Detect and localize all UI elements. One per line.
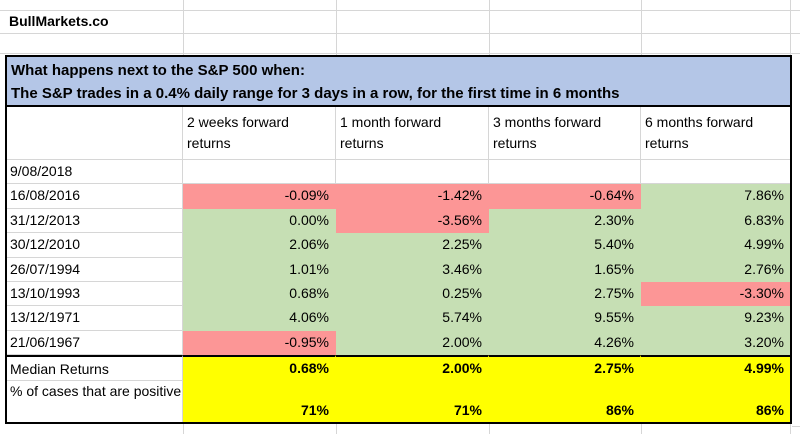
- return-cell[interactable]: 1.65%: [489, 257, 641, 282]
- return-cell[interactable]: 0.68%: [183, 281, 336, 307]
- gridline: [336, 424, 337, 434]
- return-cell[interactable]: 2.76%: [641, 257, 790, 282]
- gridline: [489, 0, 490, 55]
- return-cell[interactable]: [336, 160, 489, 185]
- return-cell[interactable]: -3.56%: [336, 208, 489, 234]
- return-cell[interactable]: 5.74%: [336, 306, 489, 331]
- return-cell[interactable]: -0.09%: [183, 184, 336, 209]
- pct-positive-value-cell[interactable]: 86%: [489, 381, 641, 422]
- return-cell[interactable]: 2.30%: [489, 208, 641, 234]
- return-cell[interactable]: 5.40%: [489, 233, 641, 258]
- return-cell[interactable]: [641, 160, 790, 185]
- gridline: [792, 426, 800, 427]
- date-cell[interactable]: 21/06/1967: [7, 330, 183, 355]
- date-cell[interactable]: 31/12/2013: [7, 208, 183, 234]
- return-cell[interactable]: 4.99%: [641, 233, 790, 258]
- pct-positive-value-cell[interactable]: 71%: [183, 381, 336, 422]
- gridline: [183, 424, 184, 434]
- header-2-weeks[interactable]: 2 weeks forward returns: [183, 107, 336, 160]
- median-value-cell[interactable]: 4.99%: [641, 355, 790, 381]
- header-1-month[interactable]: 1 month forward returns: [336, 107, 489, 160]
- returns-table: 2 weeks forward returns 1 month forward …: [5, 107, 792, 424]
- return-cell[interactable]: -0.95%: [183, 330, 336, 355]
- gridline: [641, 424, 642, 434]
- pct-positive-label-cell[interactable]: % of cases that are positive: [7, 381, 183, 422]
- pct-positive-value-cell[interactable]: 86%: [641, 381, 790, 422]
- header-3-months[interactable]: 3 months forward returns: [489, 107, 641, 160]
- pct-positive-value-cell[interactable]: 71%: [336, 381, 489, 422]
- return-cell[interactable]: 4.06%: [183, 306, 336, 331]
- return-cell[interactable]: 0.25%: [336, 281, 489, 307]
- gridline: [336, 0, 337, 55]
- date-cell[interactable]: 9/08/2018: [7, 160, 183, 185]
- return-cell[interactable]: 9.23%: [641, 306, 790, 331]
- return-cell[interactable]: 2.25%: [336, 233, 489, 258]
- return-cell[interactable]: 4.26%: [489, 330, 641, 355]
- date-cell[interactable]: 16/08/2016: [7, 184, 183, 209]
- date-cell[interactable]: 30/12/2010: [7, 233, 183, 258]
- return-cell[interactable]: [489, 160, 641, 185]
- brand-title[interactable]: BullMarkets.co: [9, 13, 109, 29]
- return-cell[interactable]: 0.00%: [183, 208, 336, 234]
- return-cell[interactable]: 6.83%: [641, 208, 790, 234]
- return-cell[interactable]: 7.86%: [641, 184, 790, 209]
- return-cell[interactable]: 2.75%: [489, 281, 641, 307]
- return-cell[interactable]: -0.64%: [489, 184, 641, 209]
- return-cell[interactable]: 9.55%: [489, 306, 641, 331]
- gridline: [641, 0, 642, 55]
- header-6-months[interactable]: 6 months forward returns: [641, 107, 790, 160]
- return-cell[interactable]: 3.20%: [641, 330, 790, 355]
- gridline: [489, 424, 490, 434]
- return-cell[interactable]: -3.30%: [641, 281, 790, 307]
- return-cell[interactable]: 1.01%: [183, 257, 336, 282]
- return-cell[interactable]: -1.42%: [336, 184, 489, 209]
- gridline: [790, 424, 791, 434]
- gridline: [0, 53, 800, 54]
- median-value-cell[interactable]: 2.00%: [336, 355, 489, 381]
- title-banner[interactable]: What happens next to the S&P 500 when: T…: [5, 55, 792, 107]
- gridline: [790, 0, 791, 55]
- return-cell[interactable]: 3.46%: [336, 257, 489, 282]
- date-cell[interactable]: 26/07/1994: [7, 257, 183, 282]
- date-cell[interactable]: 13/12/1971: [7, 306, 183, 331]
- date-cell[interactable]: 13/10/1993: [7, 281, 183, 307]
- gridline: [0, 33, 800, 34]
- median-value-cell[interactable]: 0.68%: [183, 355, 336, 381]
- return-cell[interactable]: 2.00%: [336, 330, 489, 355]
- median-label-cell[interactable]: Median Returns: [7, 355, 183, 381]
- header-empty-cell[interactable]: [7, 107, 183, 160]
- banner-line-1: What happens next to the S&P 500 when:: [11, 62, 305, 79]
- median-value-cell[interactable]: 2.75%: [489, 355, 641, 381]
- gridline: [183, 0, 184, 55]
- return-cell[interactable]: [183, 160, 336, 185]
- gridline: [0, 10, 800, 11]
- return-cell[interactable]: 2.06%: [183, 233, 336, 258]
- banner-line-2: The S&P trades in a 0.4% daily range for…: [11, 85, 620, 102]
